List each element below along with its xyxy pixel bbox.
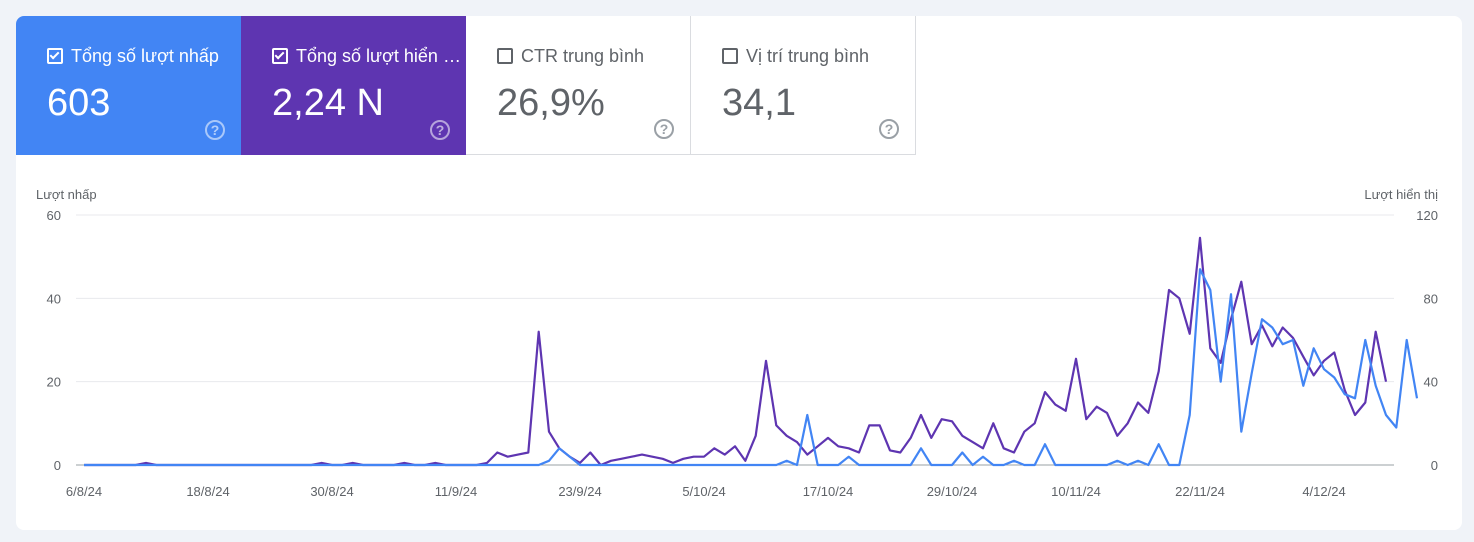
x-tick-label: 10/11/24 — [1051, 484, 1101, 499]
y-right-tick-label: 80 — [1424, 291, 1438, 306]
y-left-tick-label: 60 — [47, 208, 61, 223]
y-right-tick-label: 120 — [1416, 208, 1438, 223]
x-tick-label: 29/10/24 — [927, 484, 978, 499]
x-tick-label: 4/12/24 — [1302, 484, 1345, 499]
metric-average-ctr[interactable]: CTR trung bình 26,9% ? — [466, 16, 691, 155]
help-icon[interactable]: ? — [654, 119, 674, 139]
checkbox-checked-icon[interactable] — [272, 48, 288, 64]
series-lines — [84, 236, 1419, 467]
y-left-tick-label: 20 — [47, 375, 61, 390]
performance-card: Tổng số lượt nhấp 603 ? Tổng số lượt hiể… — [16, 16, 1462, 530]
y-right-tick-label: 0 — [1431, 458, 1438, 473]
x-tick-label: 17/10/24 — [803, 484, 854, 499]
x-tick-label: 22/11/24 — [1175, 484, 1225, 499]
help-icon[interactable]: ? — [205, 120, 225, 140]
checkbox-checked-icon[interactable] — [47, 48, 63, 64]
help-icon[interactable]: ? — [879, 119, 899, 139]
x-tick-label: 6/8/24 — [66, 484, 102, 499]
checkbox-unchecked-icon[interactable] — [497, 48, 513, 64]
x-tick-label: 11/9/24 — [435, 484, 477, 499]
metric-value: 26,9% — [497, 82, 605, 124]
help-icon[interactable]: ? — [430, 120, 450, 140]
y-right-tick-label: 40 — [1424, 375, 1438, 390]
metric-value: 34,1 — [722, 82, 796, 124]
x-tick-label: 30/8/24 — [310, 484, 353, 499]
metric-average-position[interactable]: Vị trí trung bình 34,1 ? — [691, 16, 916, 155]
clicks-line — [84, 268, 1419, 467]
gridlines — [76, 214, 1394, 466]
metric-value: 2,24 N — [272, 82, 384, 124]
metric-total-impressions[interactable]: Tổng số lượt hiển thị 2,24 N ? — [241, 16, 466, 155]
x-tick-label: 5/10/24 — [682, 484, 725, 499]
metric-tabs: Tổng số lượt nhấp 603 ? Tổng số lượt hiể… — [16, 16, 916, 155]
y-tick-labels: 0 20 40 60 0 40 80 120 — [47, 208, 1438, 473]
y-left-tick-label: 40 — [47, 291, 61, 306]
metric-value: 603 — [47, 82, 111, 124]
left-axis-title: Lượt nhấp — [36, 187, 97, 202]
x-tick-label: 23/9/24 — [558, 484, 601, 499]
x-tick-label: 18/8/24 — [186, 484, 229, 499]
checkbox-unchecked-icon[interactable] — [722, 48, 738, 64]
x-tick-labels: 6/8/24 18/8/24 30/8/24 11/9/24 23/9/24 5/10/2… — [66, 484, 1346, 499]
y-left-tick-label: 0 — [54, 458, 61, 473]
impressions-line — [84, 236, 1388, 467]
performance-chart: Lượt nhấp Lượt hiển thị 020406004080120 … — [36, 187, 1438, 499]
metric-total-clicks[interactable]: Tổng số lượt nhấp 603 ? — [16, 16, 241, 155]
right-axis-title: Lượt hiển thị — [1364, 187, 1438, 202]
